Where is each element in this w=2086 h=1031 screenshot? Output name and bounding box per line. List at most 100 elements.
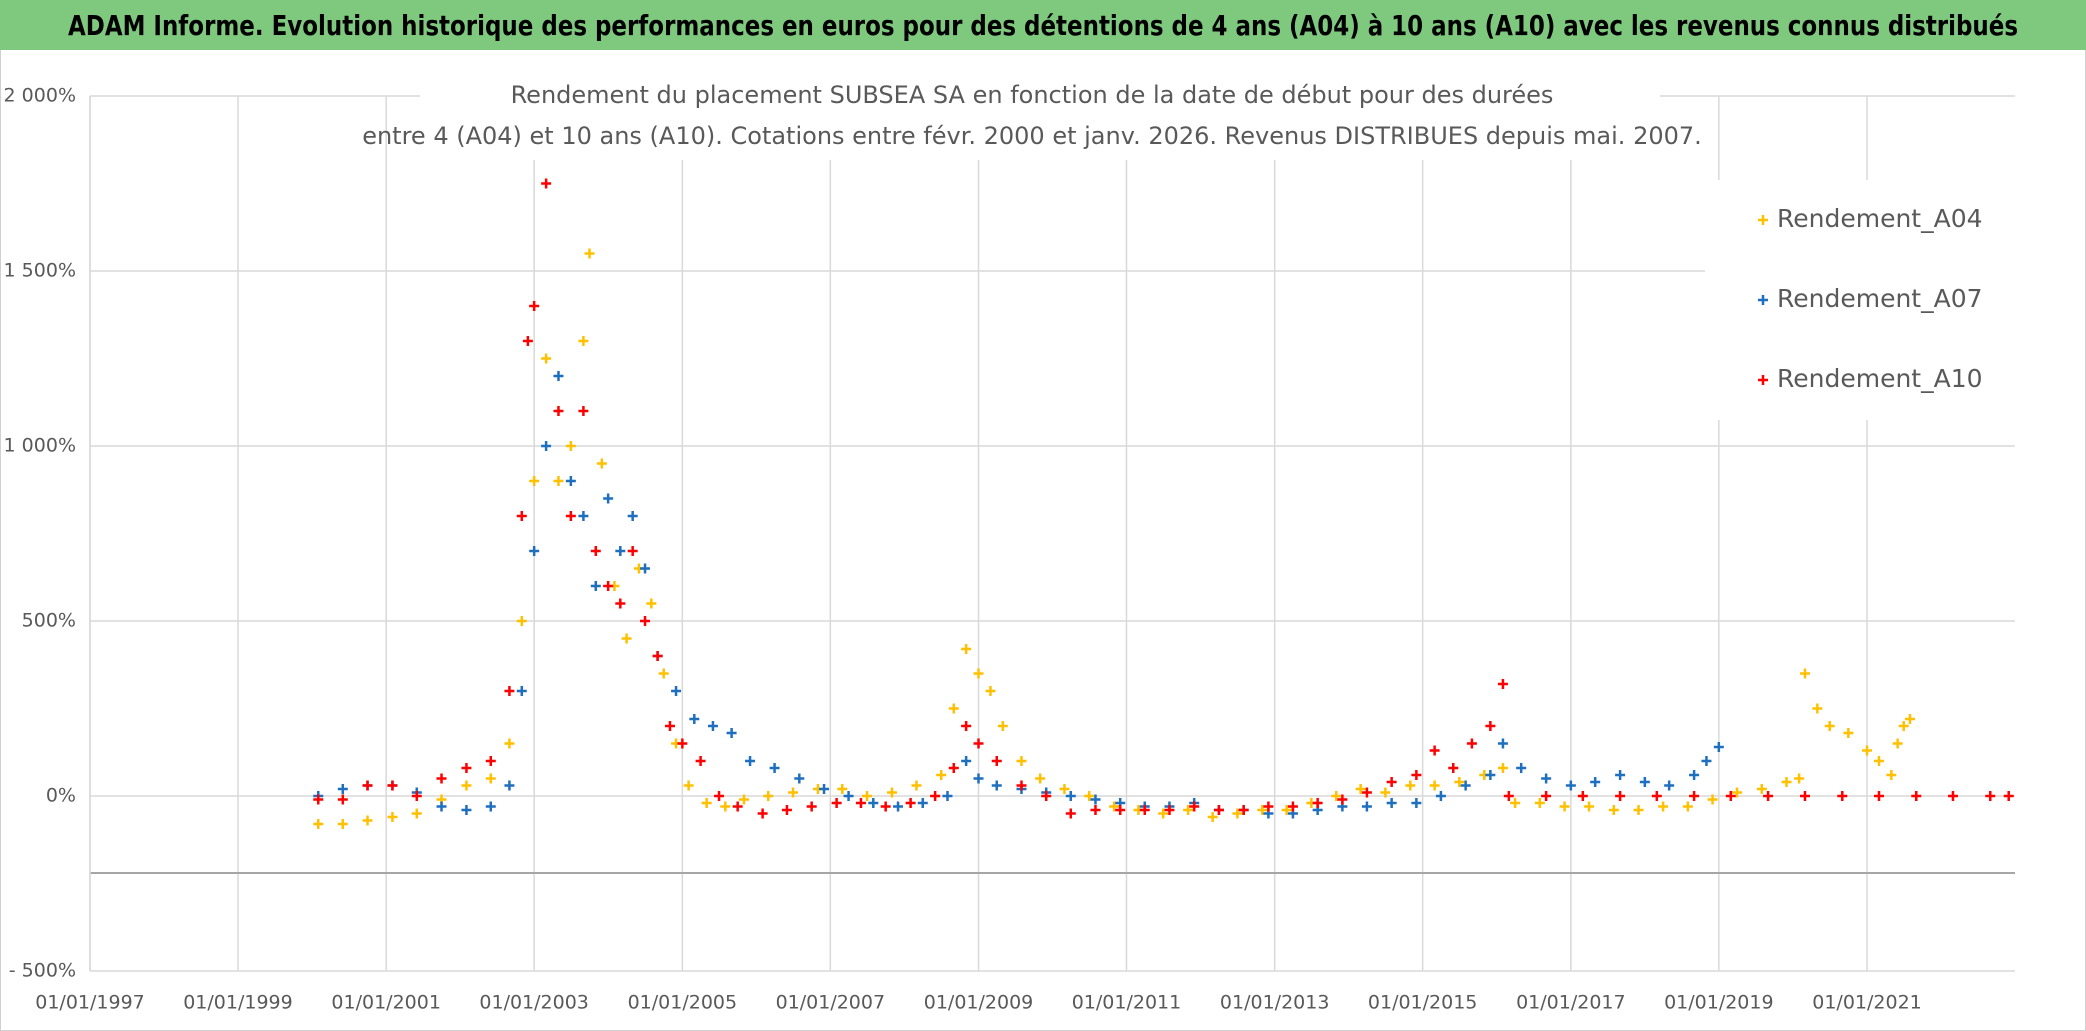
point <box>1065 791 1076 801</box>
point <box>1886 770 1897 780</box>
point <box>1898 721 1909 731</box>
point <box>541 353 552 364</box>
point <box>1386 777 1397 787</box>
point <box>1843 728 1854 738</box>
point <box>701 798 712 808</box>
point <box>961 756 972 766</box>
point <box>1584 801 1595 812</box>
legend-label: Rendement_A07 <box>1777 284 1983 313</box>
point <box>1380 787 1391 798</box>
point <box>714 791 725 801</box>
banner <box>0 0 2086 50</box>
point <box>658 668 669 679</box>
point <box>831 798 842 808</box>
point <box>1207 812 1218 822</box>
point <box>337 794 348 805</box>
x-tick-label: 01/01/2015 <box>1368 992 1478 1014</box>
series <box>313 248 1915 829</box>
point <box>806 801 817 812</box>
point <box>917 798 928 808</box>
point <box>485 756 496 766</box>
point <box>553 476 564 486</box>
point <box>1590 777 1601 787</box>
point <box>948 703 959 714</box>
point <box>868 798 879 808</box>
point <box>313 819 324 829</box>
point <box>1503 791 1514 801</box>
point <box>615 598 626 609</box>
point <box>1337 794 1348 805</box>
point <box>529 301 540 311</box>
point <box>726 728 737 738</box>
point <box>757 808 768 819</box>
point <box>603 581 614 591</box>
point <box>615 546 626 556</box>
point <box>1824 721 1835 731</box>
y-tick-label: 1 000% <box>4 435 76 457</box>
point <box>1651 791 1662 801</box>
point <box>1713 742 1724 752</box>
point <box>1287 801 1298 812</box>
legend-marker <box>1758 375 1768 385</box>
point <box>1639 777 1650 787</box>
point <box>1799 668 1810 679</box>
series <box>313 371 1724 819</box>
point <box>1041 791 1052 801</box>
point <box>1065 808 1076 819</box>
x-tick-label: 01/01/2005 <box>628 992 738 1014</box>
point <box>578 511 589 521</box>
point <box>1485 770 1496 780</box>
point <box>646 598 657 609</box>
point <box>769 763 780 773</box>
point <box>436 773 447 784</box>
point <box>671 686 682 696</box>
point <box>522 336 533 346</box>
point <box>1238 805 1249 815</box>
point <box>843 791 854 801</box>
point <box>1701 756 1712 766</box>
point <box>1799 791 1810 801</box>
x-tick-label: 01/01/2007 <box>776 992 886 1014</box>
point <box>1615 791 1626 801</box>
point <box>485 773 496 784</box>
point <box>596 458 607 469</box>
point <box>942 791 953 801</box>
point <box>1615 770 1626 780</box>
point <box>1497 679 1508 689</box>
point <box>1035 773 1046 784</box>
point <box>1405 780 1416 791</box>
point <box>1411 770 1422 780</box>
point <box>516 686 527 696</box>
point <box>1189 801 1200 812</box>
point <box>1682 801 1693 812</box>
point <box>504 686 515 696</box>
point <box>1689 770 1700 780</box>
point <box>1460 780 1471 791</box>
point <box>1756 784 1767 794</box>
point <box>948 763 959 773</box>
point <box>627 546 638 556</box>
point <box>677 738 688 749</box>
x-tick-label: 01/01/2019 <box>1664 992 1774 1014</box>
point <box>1448 763 1459 773</box>
point <box>1541 791 1552 801</box>
point <box>1355 784 1366 794</box>
point <box>1232 808 1243 819</box>
point <box>1109 801 1120 812</box>
point <box>936 770 947 780</box>
point <box>1263 801 1274 812</box>
point <box>1213 805 1224 815</box>
point <box>985 686 996 696</box>
point <box>1862 745 1873 756</box>
point <box>1429 745 1440 756</box>
x-tick-label: 01/01/2017 <box>1516 992 1626 1014</box>
point <box>1361 787 1372 798</box>
point <box>590 581 601 591</box>
y-tick-label: - 500% <box>9 960 76 982</box>
point <box>1016 780 1027 791</box>
point <box>1485 721 1496 731</box>
point <box>720 801 731 812</box>
point <box>516 511 527 521</box>
point <box>1781 777 1792 787</box>
